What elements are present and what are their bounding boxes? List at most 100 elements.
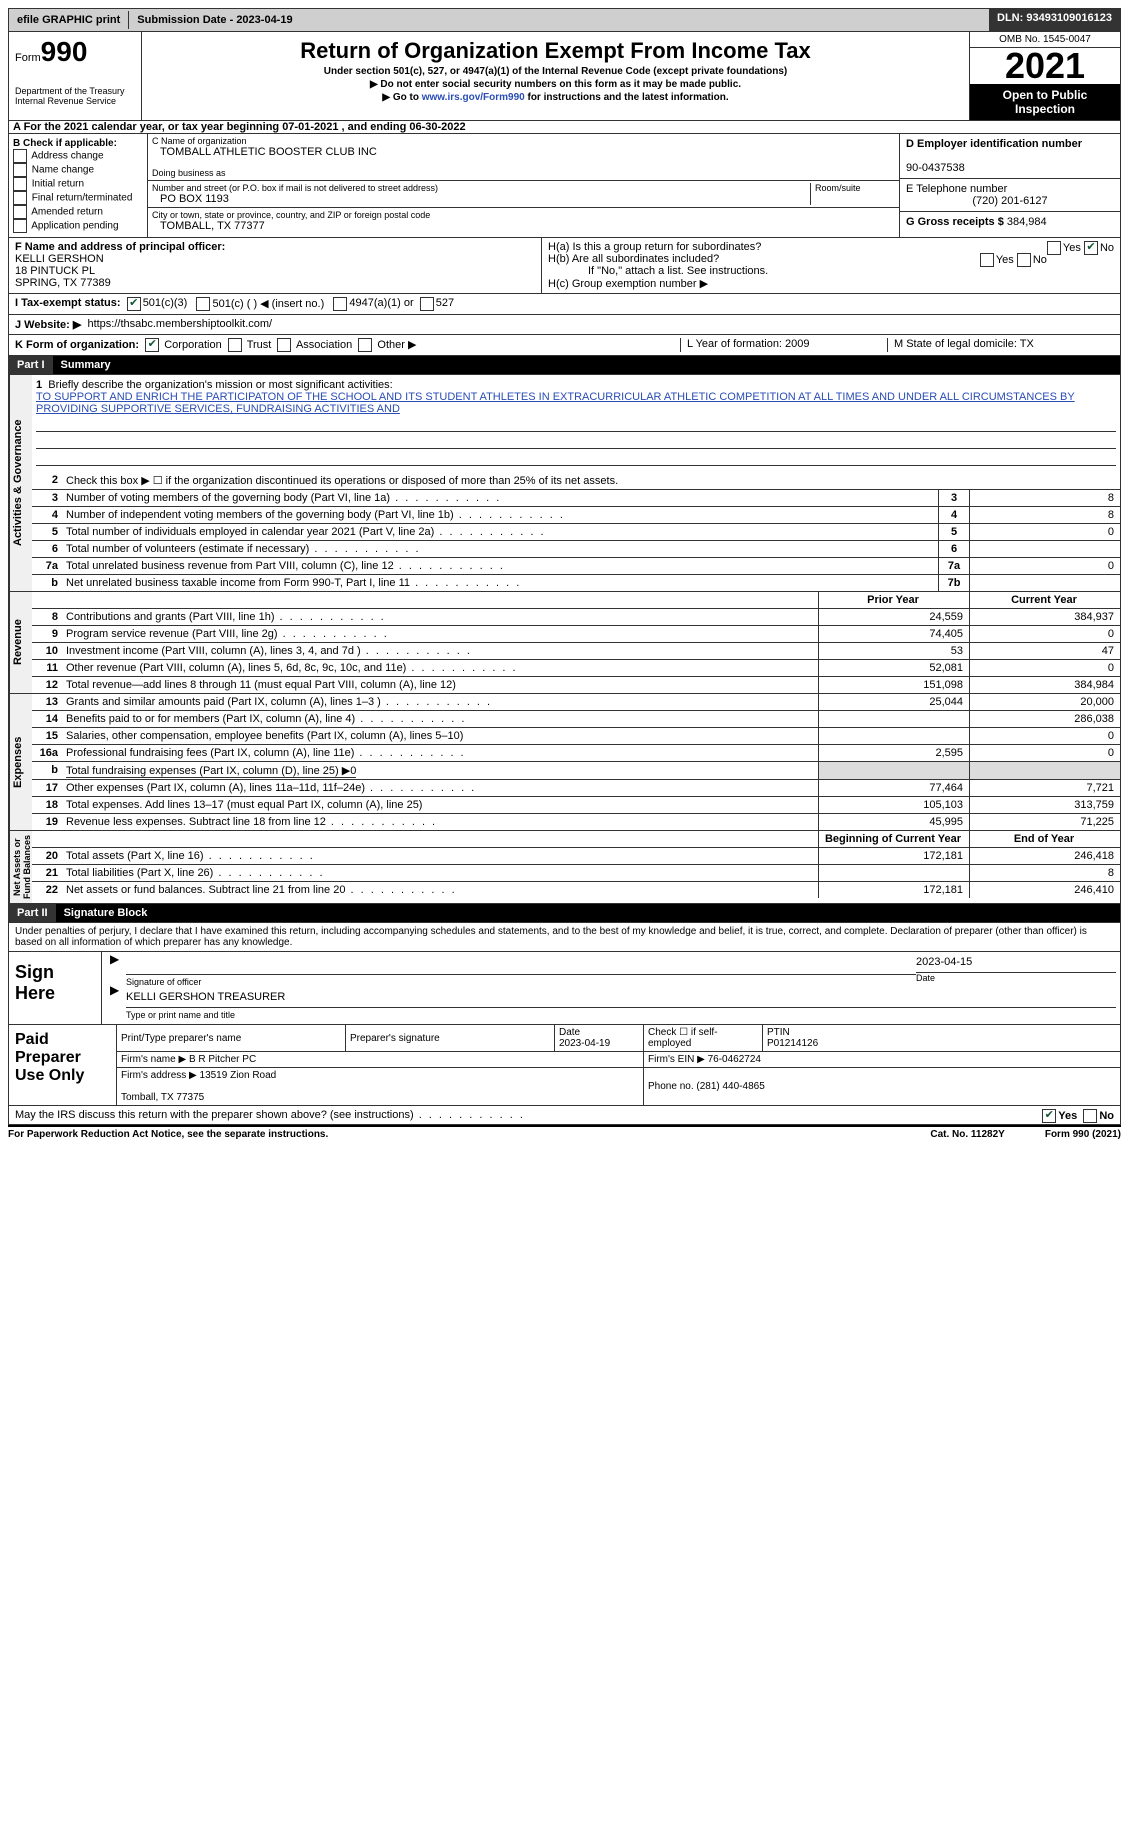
mission-text: TO SUPPORT AND ENRICH THE PARTICIPATON O… (36, 391, 1075, 415)
prep-name-label: Print/Type preparer's name (117, 1025, 346, 1052)
ha-yes[interactable] (1047, 241, 1061, 255)
sig-name: KELLI GERSHON TREASURER (126, 989, 1116, 1008)
website-label: J Website: ▶ (15, 318, 81, 331)
h-c: H(c) Group exemption number ▶ (548, 277, 1114, 290)
dept-treasury: Department of the Treasury Internal Reve… (15, 86, 135, 106)
chk-amended[interactable] (13, 205, 27, 219)
chk-527[interactable] (420, 297, 434, 311)
sig-officer-label: Signature of officer (126, 977, 916, 987)
col-d: D Employer identification number 90-0437… (900, 134, 1120, 237)
ein-value: 90-0437538 (906, 162, 965, 174)
submission-date: Submission Date - 2023-04-19 (129, 11, 300, 29)
firm-ein: Firm's EIN ▶ 76-0462724 (644, 1052, 1121, 1068)
officer-name: KELLI GERSHON (15, 253, 104, 265)
chk-assoc[interactable] (277, 338, 291, 352)
chk-final[interactable] (13, 191, 27, 205)
paid-preparer: Paid Preparer Use Only Print/Type prepar… (8, 1025, 1121, 1106)
state-domicile: M State of legal domicile: TX (887, 338, 1114, 352)
declaration: Under penalties of perjury, I declare th… (8, 923, 1121, 952)
h-b: H(b) Are all subordinates included? (548, 253, 719, 265)
omb-box: OMB No. 1545-0047 2021 Open to Public In… (970, 32, 1120, 120)
paperwork-notice: For Paperwork Reduction Act Notice, see … (8, 1129, 328, 1140)
cat-no: Cat. No. 11282Y (930, 1129, 1004, 1140)
part-ii-header: Part II Signature Block (8, 904, 1121, 923)
efile-btn[interactable]: efile GRAPHIC print (9, 11, 129, 29)
net-assets-section: Net Assets orFund Balances Beginning of … (8, 831, 1121, 904)
ha-no[interactable] (1084, 241, 1098, 255)
vlabel-ag: Activities & Governance (9, 375, 32, 591)
expenses-section: Expenses 13Grants and similar amounts pa… (8, 694, 1121, 831)
row-k: K Form of organization: Corporation Trus… (8, 335, 1121, 356)
row-f-h: F Name and address of principal officer:… (8, 238, 1121, 294)
prep-date: Date 2023-04-19 (555, 1025, 644, 1052)
chk-pending[interactable] (13, 219, 27, 233)
row-b-c-d: B Check if applicable: Address change Na… (8, 134, 1121, 238)
website-url: https://thsabc.membershiptoolkit.com/ (87, 318, 272, 331)
chk-name[interactable] (13, 163, 27, 177)
form-ref: Form 990 (2021) (1045, 1129, 1121, 1140)
prep-ptin: PTIN P01214126 (763, 1025, 1121, 1052)
part-i-header: Part I Summary (8, 356, 1121, 375)
exp-table: 13Grants and similar amounts paid (Part … (32, 694, 1120, 830)
form-title: Return of Organization Exempt From Incom… (150, 38, 961, 64)
top-bar: efile GRAPHIC print Submission Date - 20… (8, 8, 1121, 32)
dba-label: Doing business as (152, 168, 895, 178)
paid-label: Paid Preparer Use Only (9, 1025, 117, 1105)
chk-initial[interactable] (13, 177, 27, 191)
sig-date: 2023-04-15 (916, 956, 1116, 973)
vlabel-exp: Expenses (9, 694, 32, 830)
addr-label: Number and street (or P.O. box if mail i… (152, 183, 810, 193)
hb-yes[interactable] (980, 253, 994, 267)
room-label: Room/suite (815, 183, 895, 193)
prep-sig-label: Preparer's signature (346, 1025, 555, 1052)
firm-name: Firm's name ▶ B R Pitcher PC (117, 1052, 644, 1068)
sig-name-label: Type or print name and title (126, 1010, 1116, 1020)
gross-value: 384,984 (1007, 216, 1047, 228)
chk-trust[interactable] (228, 338, 242, 352)
vlabel-net: Net Assets orFund Balances (9, 831, 32, 903)
chk-4947[interactable] (333, 297, 347, 311)
tax-status-label: I Tax-exempt status: (15, 297, 121, 311)
open-inspection: Open to Public Inspection (970, 84, 1120, 120)
addr-value: PO BOX 1193 (152, 193, 810, 205)
officer-addr2: SPRING, TX 77389 (15, 277, 111, 289)
dln: DLN: 93493109016123 (989, 9, 1120, 31)
title-box: Return of Organization Exempt From Incom… (142, 32, 970, 120)
chk-501c[interactable] (196, 297, 210, 311)
mission-label: Briefly describe the organization's miss… (48, 379, 392, 391)
row-i: I Tax-exempt status: 501(c)(3) 501(c) ( … (8, 294, 1121, 315)
phone-value: (720) 201-6127 (906, 195, 1114, 207)
may-yes[interactable] (1042, 1109, 1056, 1123)
chk-501c3[interactable] (127, 297, 141, 311)
header: Form990 Department of the Treasury Inter… (8, 32, 1121, 121)
org-name-label: C Name of organization (152, 136, 895, 146)
form-label-small: Form (15, 52, 41, 64)
ag-table: 2Check this box ▶ ☐ if the organization … (32, 472, 1120, 591)
subtitle-1: Under section 501(c), 527, or 4947(a)(1)… (150, 66, 961, 77)
may-no[interactable] (1083, 1109, 1097, 1123)
col-b: B Check if applicable: Address change Na… (9, 134, 147, 237)
chk-corp[interactable] (145, 338, 159, 352)
gross-label: G Gross receipts $ (906, 216, 1004, 228)
officer-addr1: 18 PINTUCK PL (15, 265, 95, 277)
irs-link[interactable]: www.irs.gov/Form990 (422, 92, 525, 103)
phone-label: E Telephone number (906, 183, 1007, 195)
revenue-section: Revenue Prior YearCurrent Year 8Contribu… (8, 592, 1121, 694)
may-discuss: May the IRS discuss this return with the… (8, 1106, 1121, 1125)
line2: Check this box ▶ ☐ if the organization d… (62, 472, 1120, 490)
form-990-num: 990 (41, 36, 88, 67)
officer-label: F Name and address of principal officer: (15, 241, 225, 253)
footer: For Paperwork Reduction Act Notice, see … (8, 1125, 1121, 1140)
rev-table: Prior YearCurrent Year 8Contributions an… (32, 592, 1120, 693)
form-id-box: Form990 Department of the Treasury Inter… (9, 32, 142, 120)
tax-year: 2021 (970, 48, 1120, 84)
sign-here-label: Sign Here (9, 952, 102, 1024)
prep-self: Check ☐ if self-employed (644, 1025, 763, 1052)
section-a: A For the 2021 calendar year, or tax yea… (8, 121, 1121, 134)
hb-no[interactable] (1017, 253, 1031, 267)
chk-address[interactable] (13, 149, 27, 163)
chk-other[interactable] (358, 338, 372, 352)
firm-addr: Firm's address ▶ 13519 Zion Road Tomball… (117, 1068, 644, 1106)
subtitle-3: ▶ Go to www.irs.gov/Form990 for instruct… (150, 92, 961, 103)
vlabel-rev: Revenue (9, 592, 32, 693)
